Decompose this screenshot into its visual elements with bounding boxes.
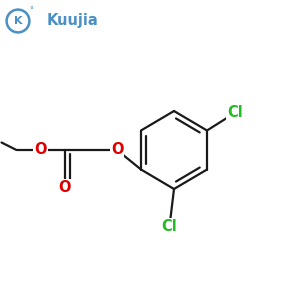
Text: Cl: Cl — [228, 105, 243, 120]
Text: O: O — [111, 142, 123, 158]
Text: O: O — [58, 180, 71, 195]
Text: Kuujia: Kuujia — [46, 14, 98, 28]
Text: K: K — [14, 16, 22, 26]
Text: Cl: Cl — [162, 219, 177, 234]
Text: °: ° — [29, 7, 33, 16]
Text: O: O — [34, 142, 47, 158]
